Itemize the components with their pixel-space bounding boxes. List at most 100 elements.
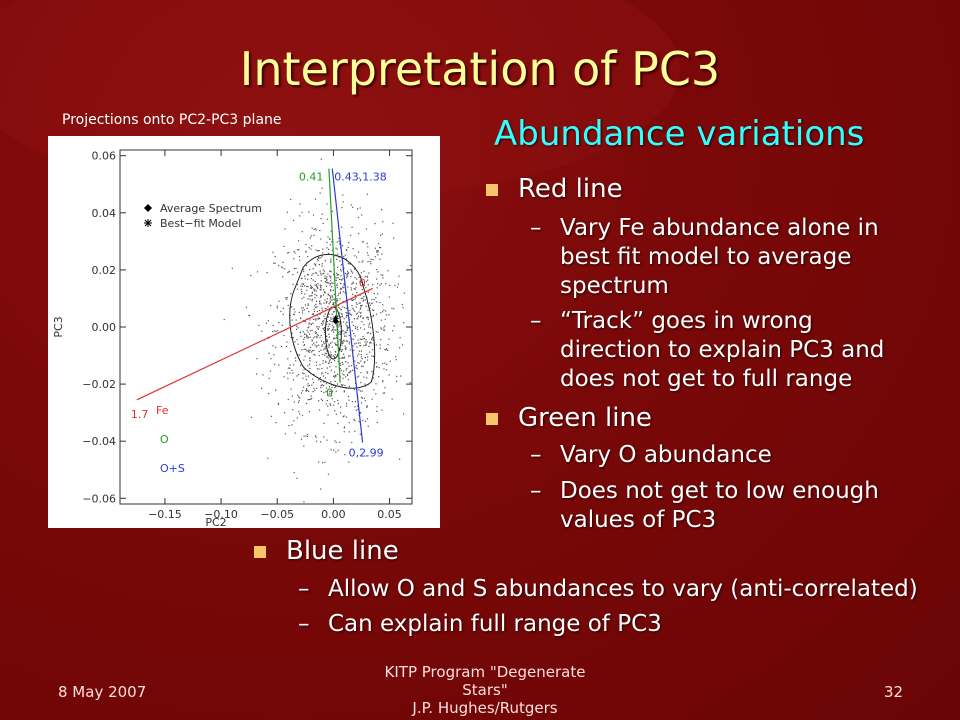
scatter-point bbox=[345, 416, 348, 418]
scatter-point bbox=[331, 282, 333, 284]
scatter-point bbox=[304, 355, 306, 357]
scatter-point bbox=[321, 255, 323, 257]
scatter-point bbox=[312, 279, 314, 281]
scatter-point bbox=[326, 367, 328, 369]
scatter-point bbox=[333, 311, 335, 313]
scatter-point bbox=[381, 362, 384, 365]
scatter-point bbox=[354, 326, 357, 328]
scatter-point bbox=[323, 391, 325, 394]
scatter-point bbox=[353, 349, 355, 351]
scatter-point bbox=[311, 329, 313, 331]
scatter-point bbox=[332, 331, 335, 333]
scatter-point bbox=[297, 401, 300, 404]
scatter-point bbox=[314, 318, 316, 320]
scatter-point bbox=[323, 341, 325, 343]
scatter-point bbox=[351, 321, 353, 323]
scatter-point bbox=[357, 339, 359, 341]
scatter-point bbox=[329, 359, 331, 361]
scatter-point bbox=[354, 360, 356, 362]
scatter-point bbox=[356, 303, 358, 306]
scatter-point bbox=[339, 357, 341, 359]
scatter-point bbox=[330, 317, 332, 319]
scatter-point bbox=[342, 384, 344, 386]
scatter-point bbox=[329, 300, 331, 302]
scatter-point bbox=[382, 392, 384, 394]
scatter-point bbox=[286, 211, 289, 213]
scatter-point bbox=[316, 325, 318, 328]
scatter-point bbox=[273, 330, 275, 332]
scatter-point bbox=[359, 207, 361, 209]
scatter-point bbox=[328, 357, 330, 359]
scatter-point bbox=[341, 316, 344, 318]
scatter-point bbox=[332, 282, 334, 284]
scatter-point bbox=[309, 336, 311, 338]
scatter-point bbox=[376, 250, 378, 252]
scatter-point bbox=[355, 409, 357, 411]
scatter-point bbox=[270, 358, 272, 360]
scatter-point bbox=[304, 333, 306, 335]
scatter-point bbox=[315, 303, 317, 305]
scatter-point bbox=[312, 350, 314, 352]
scatter-point bbox=[382, 381, 384, 383]
scatter-point bbox=[273, 262, 275, 264]
scatter-point bbox=[330, 361, 333, 364]
scatter-point bbox=[363, 270, 365, 272]
scatter-point bbox=[358, 276, 360, 279]
scatter-point bbox=[326, 301, 328, 303]
scatter-point bbox=[306, 435, 309, 438]
scatter-point bbox=[338, 323, 340, 326]
scatter-point bbox=[298, 249, 300, 251]
x-tick-label: 0.05 bbox=[377, 508, 402, 521]
scatter-point bbox=[345, 335, 347, 337]
scatter-point bbox=[305, 402, 308, 405]
scatter-point bbox=[358, 389, 360, 391]
scatter-point bbox=[326, 328, 329, 330]
scatter-point bbox=[287, 377, 289, 380]
scatter-point bbox=[382, 277, 384, 279]
scatter-point bbox=[312, 381, 315, 384]
scatter-point bbox=[306, 350, 308, 352]
scatter-point bbox=[348, 343, 350, 345]
scatter-point bbox=[344, 384, 346, 387]
scatter-point bbox=[316, 337, 318, 339]
scatter-point bbox=[324, 260, 327, 262]
scatter-point bbox=[354, 343, 356, 345]
scatter-point bbox=[304, 275, 306, 277]
os-end-label: 0,2.99 bbox=[349, 447, 384, 460]
scatter-point bbox=[384, 362, 386, 364]
scatter-point bbox=[320, 257, 322, 259]
scatter-point bbox=[341, 342, 343, 344]
scatter-point bbox=[375, 383, 377, 385]
scatter-point bbox=[385, 283, 387, 285]
scatter-point bbox=[367, 291, 369, 293]
scatter-point bbox=[310, 351, 313, 353]
scatter-point bbox=[297, 373, 300, 376]
scatter-point bbox=[292, 283, 294, 286]
scatter-point bbox=[377, 331, 379, 333]
scatter-point bbox=[297, 327, 299, 329]
scatter-point bbox=[359, 411, 361, 414]
scatter-point bbox=[397, 283, 400, 285]
scatter-point bbox=[336, 274, 338, 276]
scatter-point bbox=[342, 373, 344, 375]
scatter-point bbox=[351, 400, 354, 403]
scatter-point bbox=[356, 346, 358, 348]
scatter-point bbox=[365, 343, 367, 345]
scatter-point bbox=[297, 343, 299, 345]
scatter-point bbox=[339, 441, 341, 443]
scatter-point bbox=[308, 311, 310, 313]
bullet-blue-item-1: – Allow O and S abundances to vary (anti… bbox=[298, 575, 948, 604]
scatter-point bbox=[292, 364, 295, 366]
scatter-point bbox=[399, 347, 401, 349]
scatter-point bbox=[359, 294, 361, 296]
scatter-point bbox=[353, 388, 356, 391]
scatter-point bbox=[343, 357, 345, 359]
scatter-point bbox=[357, 342, 360, 344]
scatter-point bbox=[340, 384, 343, 386]
bullet-square-icon bbox=[486, 184, 498, 196]
scatter-point bbox=[364, 276, 366, 278]
bullet-red-item-2-text: “Track” goes in wrong direction to expla… bbox=[560, 308, 885, 392]
scatter-point bbox=[296, 339, 298, 341]
scatter-point bbox=[350, 276, 352, 278]
scatter-point bbox=[330, 356, 332, 358]
